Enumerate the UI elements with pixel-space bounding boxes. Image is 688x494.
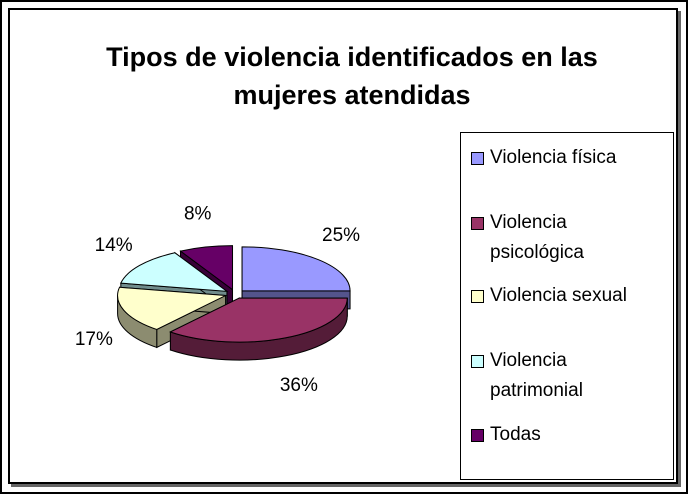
slice [120, 252, 229, 292]
data-label: 17% [75, 329, 113, 350]
slice [117, 286, 228, 330]
slice [241, 246, 351, 292]
legend: Violencia física Violencia psicológica Vio… [460, 132, 674, 480]
legend-label: Violencia física [490, 147, 617, 168]
legend-label: Violencia psicológica [490, 212, 584, 263]
legend-label: Violencia sexual [490, 285, 627, 306]
data-label: 14% [95, 235, 133, 256]
legend-swatch [471, 152, 484, 165]
data-label: 8% [184, 204, 212, 225]
chart-area [8, 8, 678, 484]
legend-entry: Violencia patrimonial [469, 346, 669, 406]
data-label: 36% [280, 375, 318, 396]
slice [179, 245, 234, 291]
chart-title: Tipos de violencia identificados en las … [106, 42, 598, 110]
slice [169, 297, 348, 343]
legend-swatch [471, 217, 484, 230]
legend-label: Todas [490, 424, 541, 445]
data-label: 25% [322, 225, 360, 246]
legend-label: Violencia patrimonial [490, 350, 583, 401]
legend-swatch [471, 355, 484, 368]
legend-entry: Todas [469, 420, 669, 450]
legend-swatch [471, 290, 484, 303]
legend-entry: Violencia física [469, 143, 669, 173]
legend-entry: Violencia sexual [469, 281, 669, 311]
legend-entry: Violencia psicológica [469, 208, 669, 268]
legend-swatch [471, 429, 484, 442]
